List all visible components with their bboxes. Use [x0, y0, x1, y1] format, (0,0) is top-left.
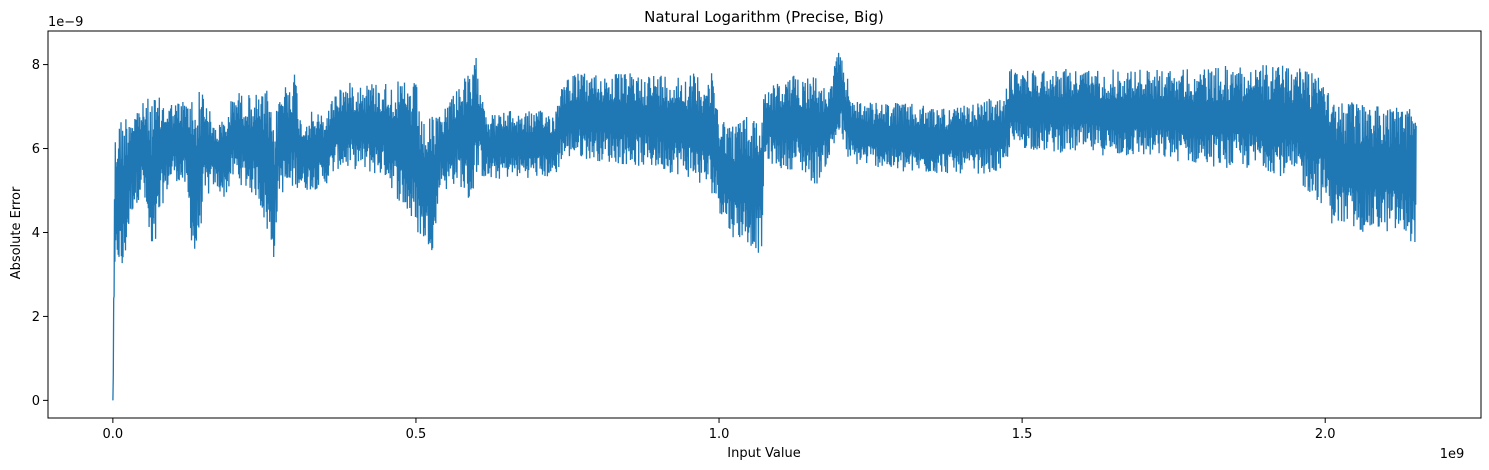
- x-tick-label: 2.0: [1315, 427, 1336, 442]
- y-tick-label: 8: [32, 58, 40, 73]
- y-axis-label: Absolute Error: [9, 186, 24, 279]
- y-tick-label: 6: [32, 142, 40, 157]
- plot-frame: [47, 30, 1482, 419]
- x-axis-offset-label: 1e9: [1440, 447, 1465, 462]
- x-tick-label: 1.5: [1012, 427, 1033, 442]
- x-tick-label: 1.0: [709, 427, 730, 442]
- y-axis-offset-label: 1e−9: [48, 15, 83, 30]
- x-tick-label: 0.0: [103, 427, 124, 442]
- error-series-line: [112, 52, 1417, 401]
- x-tick-label: 0.5: [406, 427, 427, 442]
- chart-title: Natural Logarithm (Precise, Big): [644, 8, 884, 26]
- y-tick-label: 2: [32, 310, 40, 325]
- x-axis-label: Input Value: [727, 446, 801, 461]
- plot-area: [112, 52, 1417, 401]
- axis-ticks: 0.0 0.5 1.0 1.5 2.0 0 2 4 6 8: [32, 58, 1336, 442]
- y-tick-label: 0: [32, 394, 40, 409]
- y-tick-label: 4: [32, 226, 40, 241]
